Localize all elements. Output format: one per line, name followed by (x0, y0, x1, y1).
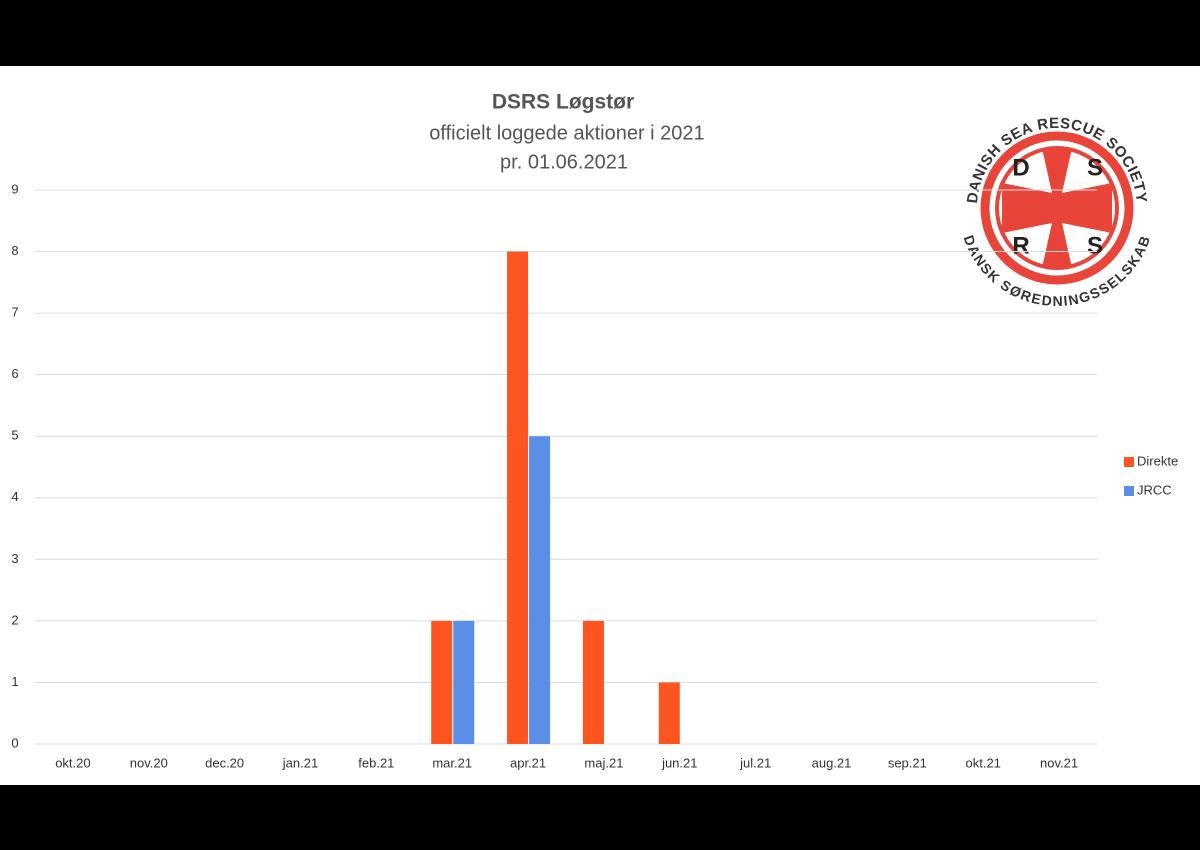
y-tick-label: 9 (11, 181, 18, 196)
y-tick-label: 6 (11, 366, 18, 381)
x-tick-label: apr.21 (510, 755, 546, 770)
x-tick-label: okt.21 (966, 755, 1001, 770)
x-tick-label: jan.21 (282, 755, 318, 770)
bar (658, 682, 680, 744)
y-tick-label: 7 (11, 305, 18, 320)
bar (582, 620, 604, 744)
legend-label: Direkte (1137, 453, 1178, 468)
legend-key (1124, 486, 1134, 496)
x-tick-label: nov.20 (130, 755, 168, 770)
bar (507, 251, 529, 745)
logo-ring (980, 131, 1134, 285)
x-tick-label: nov.21 (1040, 755, 1078, 770)
x-tick-label: jun.21 (661, 755, 697, 770)
logo-letter: S (1087, 154, 1103, 181)
x-tick-label: okt.20 (55, 755, 90, 770)
x-tick-label: mar.21 (432, 755, 472, 770)
y-tick-label: 3 (11, 551, 18, 566)
x-tick-label: jul.21 (739, 755, 771, 770)
x-tick-label: feb.21 (358, 755, 394, 770)
x-tick-label: maj.21 (584, 755, 623, 770)
logo-cross (1002, 148, 1112, 268)
bar (453, 620, 475, 744)
legend-label: JRCC (1137, 482, 1172, 497)
x-tick-label: aug.21 (812, 755, 852, 770)
y-tick-label: 4 (11, 489, 18, 504)
y-tick-label: 5 (11, 428, 18, 443)
y-tick-label: 8 (11, 243, 18, 258)
logo-letter: R (1012, 232, 1029, 259)
logo-letter: D (1012, 154, 1029, 181)
y-tick-label: 1 (11, 674, 18, 689)
bar (431, 620, 453, 744)
legend-key (1124, 457, 1134, 467)
logo-letter: S (1087, 232, 1103, 259)
chart-subtitle: pr. 01.06.2021 (500, 151, 628, 173)
x-tick-label: dec.20 (205, 755, 244, 770)
y-tick-label: 0 (11, 735, 18, 750)
chart-title: DSRS Løgstør (492, 91, 634, 114)
y-tick-label: 2 (11, 612, 18, 627)
x-tick-label: sep.21 (888, 755, 927, 770)
chart-subtitle: officielt loggede aktioner i 2021 (429, 122, 704, 144)
bar (529, 436, 551, 744)
